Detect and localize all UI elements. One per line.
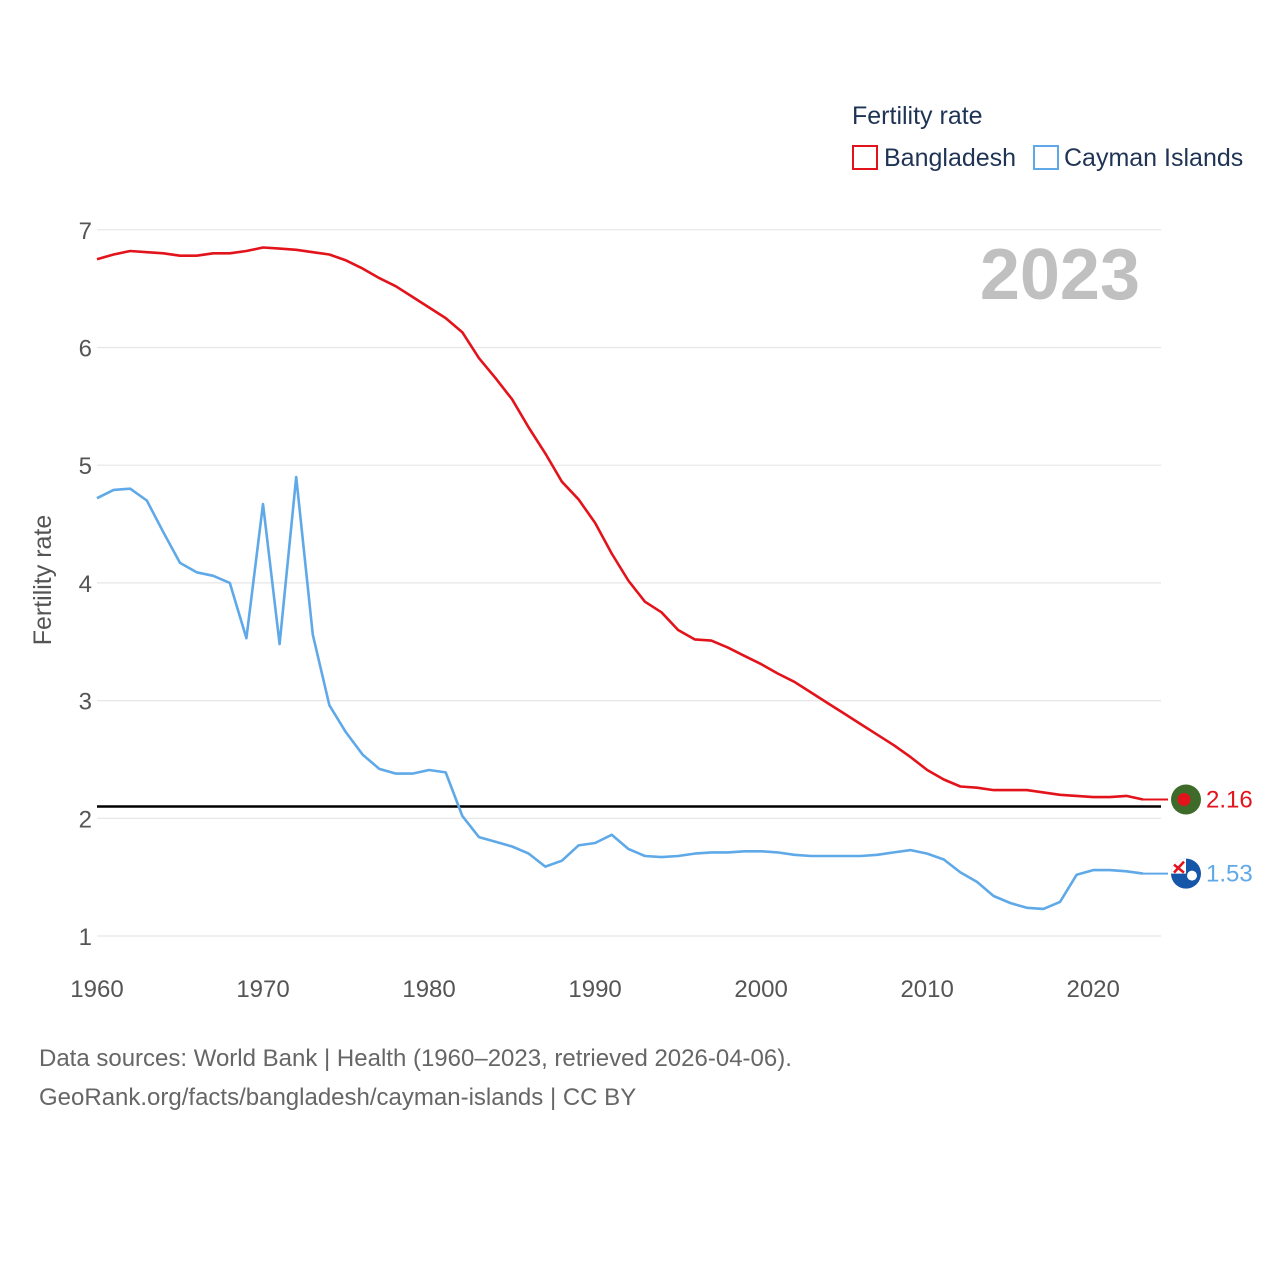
fertility-chart: 1 2 3 4 5 6 7 1960 1970 1980 1990 2000 2010 2020 Fer…	[29, 102, 1253, 1003]
y-axis-ticks: 1 2 3 4 5 6 7	[79, 218, 92, 951]
end-value-bangladesh: 2.16	[1206, 786, 1253, 813]
footer-sources: Data sources: World Bank | Health (1960–…	[39, 1045, 792, 1072]
legend-swatch-cayman-islands	[1033, 145, 1059, 170]
legend-title: Fertility rate	[852, 102, 983, 130]
y-tick-label: 2	[79, 806, 92, 833]
x-tick-label: 1990	[568, 976, 621, 1003]
end-value-cayman-islands: 1.53	[1206, 861, 1253, 888]
y-tick-label: 1	[79, 924, 92, 951]
cayman-islands-flag-icon	[1171, 858, 1201, 889]
year-label: 2023	[980, 235, 1140, 315]
x-tick-label: 2010	[900, 976, 953, 1003]
x-tick-label: 1970	[236, 976, 289, 1003]
bangladesh-flag-icon	[1171, 784, 1201, 815]
x-tick-label: 2000	[734, 976, 787, 1003]
end-markers: 2.16 1.53	[1143, 784, 1253, 889]
series-line-cayman-islands[interactable]	[96, 475, 1144, 911]
y-tick-label: 3	[79, 689, 92, 716]
footer-link[interactable]: GeoRank.org/facts/bangladesh/cayman-isla…	[39, 1084, 637, 1111]
x-axis-ticks: 1960 1970 1980 1990 2000 2010 2020	[70, 976, 1120, 1003]
x-tick-label: 2020	[1066, 976, 1119, 1003]
gridlines	[97, 229, 1161, 937]
legend-label-bangladesh: Bangladesh	[884, 144, 1016, 172]
legend-label-cayman-islands: Cayman Islands	[1064, 144, 1243, 172]
legend-item-bangladesh[interactable]: Bangladesh	[852, 144, 1016, 172]
series-line-bangladesh[interactable]	[96, 246, 1144, 801]
y-axis-title: Fertility rate	[29, 515, 57, 646]
legend-swatch-bangladesh	[852, 145, 878, 170]
y-tick-label: 5	[79, 453, 92, 480]
series-lines	[96, 246, 1144, 911]
y-tick-label: 4	[79, 571, 92, 598]
legend: Fertility rate Bangladesh Cayman Islands	[852, 102, 1243, 172]
legend-item-cayman-islands[interactable]: Cayman Islands	[1033, 144, 1243, 172]
y-tick-label: 6	[79, 336, 92, 363]
y-tick-label: 7	[79, 218, 92, 245]
x-tick-label: 1960	[70, 976, 123, 1003]
x-tick-label: 1980	[402, 976, 455, 1003]
